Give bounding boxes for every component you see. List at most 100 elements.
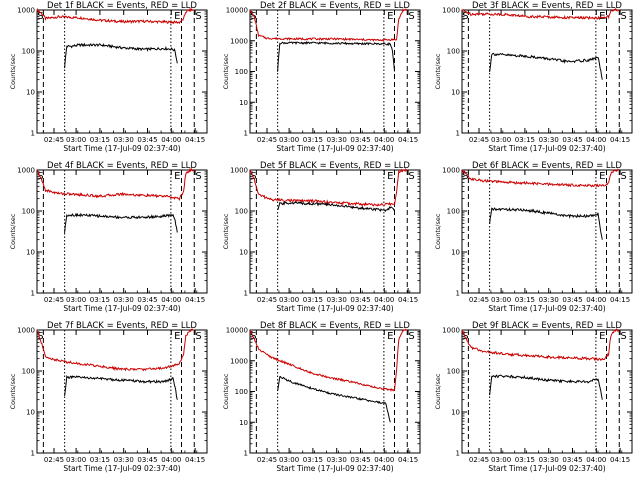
y-tick-label: 10 <box>239 99 248 107</box>
x-axis-label: Start Time (17-Jul-09 02:37:40) <box>63 144 180 153</box>
x-tick-label: 03:30 <box>327 136 347 144</box>
plot-frame <box>461 329 633 454</box>
x-tick-label: 03:30 <box>539 296 559 304</box>
events-series-line <box>64 374 178 400</box>
x-tick-label: 03:15 <box>90 136 110 144</box>
plot-frame <box>36 9 208 134</box>
y-tick-label: 10 <box>239 249 248 257</box>
x-tick-label: 02:45 <box>44 456 64 464</box>
x-axis-label: Start Time (17-Jul-09 02:37:40) <box>488 304 605 313</box>
y-axis-label: Counts/sec <box>9 213 17 249</box>
panel-title: Det 9f BLACK = Events, RED = LLD <box>472 321 622 331</box>
events-series-line <box>277 200 395 213</box>
x-tick-label: 04:15 <box>185 296 205 304</box>
x-tick-label: 03:15 <box>303 296 323 304</box>
x-tick-label: 02:45 <box>44 296 64 304</box>
x-tick-label: 04:00 <box>374 456 394 464</box>
x-tick-label: 02:45 <box>44 136 64 144</box>
events-series-line <box>489 374 603 400</box>
y-tick-label: 1000 <box>230 167 248 175</box>
x-tick-label: 03:30 <box>327 296 347 304</box>
event-marker: S <box>195 11 201 22</box>
x-tick-label: 04:15 <box>398 296 418 304</box>
event-marker: E <box>599 11 605 22</box>
event-marker: E <box>387 331 393 342</box>
y-tick-label: 10 <box>451 409 460 417</box>
lld-series-line <box>249 328 408 392</box>
x-tick-label: 04:15 <box>610 456 630 464</box>
event-marker: S <box>37 331 43 342</box>
y-axis-label: Counts/sec <box>9 53 17 89</box>
y-tick-label: 100 <box>235 388 248 396</box>
y-tick-label: 10000 <box>226 327 248 335</box>
event-marker: E <box>387 11 393 22</box>
x-tick-label: 04:15 <box>610 136 630 144</box>
event-marker: S <box>195 331 201 342</box>
y-axis-label: Counts/sec <box>434 213 442 249</box>
x-axis-label: Start Time (17-Jul-09 02:37:40) <box>276 144 393 153</box>
x-tick-label: 02:45 <box>469 136 489 144</box>
x-tick-label: 02:45 <box>257 136 277 144</box>
y-tick-label: 1 <box>244 130 248 138</box>
y-tick-label: 1000 <box>230 37 248 45</box>
x-tick-label: 03:15 <box>90 296 110 304</box>
x-tick-label: 03:00 <box>491 296 511 304</box>
lld-series-line <box>249 167 408 207</box>
x-tick-label: 04:00 <box>586 456 606 464</box>
y-tick-label: 10 <box>26 249 35 257</box>
x-tick-label: 03:00 <box>491 136 511 144</box>
x-axis-label: Start Time (17-Jul-09 02:37:40) <box>488 464 605 473</box>
detector-panel-8: Det 8f BLACK = Events, RED = LLD 1 10 100 10… <box>222 321 421 473</box>
event-marker: S <box>620 171 626 182</box>
y-tick-label: 1000 <box>230 357 248 365</box>
panel-title: Det 6f BLACK = Events, RED = LLD <box>472 161 622 171</box>
x-tick-label: 03:15 <box>515 136 535 144</box>
x-axis-label: Start Time (17-Jul-09 02:37:40) <box>276 304 393 313</box>
y-axis-label: Counts/sec <box>222 213 230 249</box>
x-tick-label: 04:15 <box>185 136 205 144</box>
event-marker: S <box>620 11 626 22</box>
events-series-line <box>277 376 391 423</box>
x-tick-label: 03:00 <box>66 456 86 464</box>
x-tick-label: 02:45 <box>469 296 489 304</box>
x-tick-label: 03:45 <box>137 456 157 464</box>
x-tick-label: 04:15 <box>610 296 630 304</box>
x-tick-label: 03:00 <box>279 456 299 464</box>
x-axis-label: Start Time (17-Jul-09 02:37:40) <box>276 464 393 473</box>
lld-series-line <box>36 7 195 25</box>
x-tick-label: 03:45 <box>562 296 582 304</box>
x-tick-label: 02:45 <box>257 456 277 464</box>
y-tick-label: 100 <box>235 68 248 76</box>
y-tick-label: 1000 <box>17 327 35 335</box>
x-tick-label: 02:45 <box>257 296 277 304</box>
event-marker: S <box>408 11 414 22</box>
y-tick-label: 10 <box>26 89 35 97</box>
x-tick-label: 04:00 <box>586 296 606 304</box>
plot-frame <box>249 169 421 294</box>
x-tick-label: 04:00 <box>161 296 181 304</box>
event-marker: S <box>462 171 468 182</box>
y-tick-label: 1000 <box>442 327 460 335</box>
plot-frame <box>36 329 208 454</box>
event-marker: S <box>195 171 201 182</box>
y-tick-label: 10 <box>239 419 248 427</box>
events-series-line <box>489 207 603 240</box>
x-tick-label: 03:45 <box>137 136 157 144</box>
y-tick-label: 1000 <box>442 7 460 15</box>
detector-panel-2: Det 2f BLACK = Events, RED = LLD 1 10 100 10… <box>222 1 421 153</box>
x-tick-label: 03:45 <box>562 136 582 144</box>
lld-series-line <box>36 328 195 372</box>
y-tick-label: 1 <box>244 290 248 298</box>
event-marker: S <box>462 331 468 342</box>
detector-panel-6: Det 6f BLACK = Events, RED = LLD 1 10 100 10… <box>434 161 633 313</box>
x-tick-label: 03:15 <box>303 456 323 464</box>
x-axis-label: Start Time (17-Jul-09 02:37:40) <box>63 304 180 313</box>
x-tick-label: 03:45 <box>137 296 157 304</box>
y-tick-label: 10 <box>26 409 35 417</box>
y-axis-label: Counts/sec <box>434 53 442 89</box>
y-tick-label: 1000 <box>17 167 35 175</box>
lld-series-line <box>36 167 195 201</box>
detector-panel-4: Det 4f BLACK = Events, RED = LLD 1 10 100 10… <box>9 161 208 313</box>
x-tick-label: 04:00 <box>161 136 181 144</box>
